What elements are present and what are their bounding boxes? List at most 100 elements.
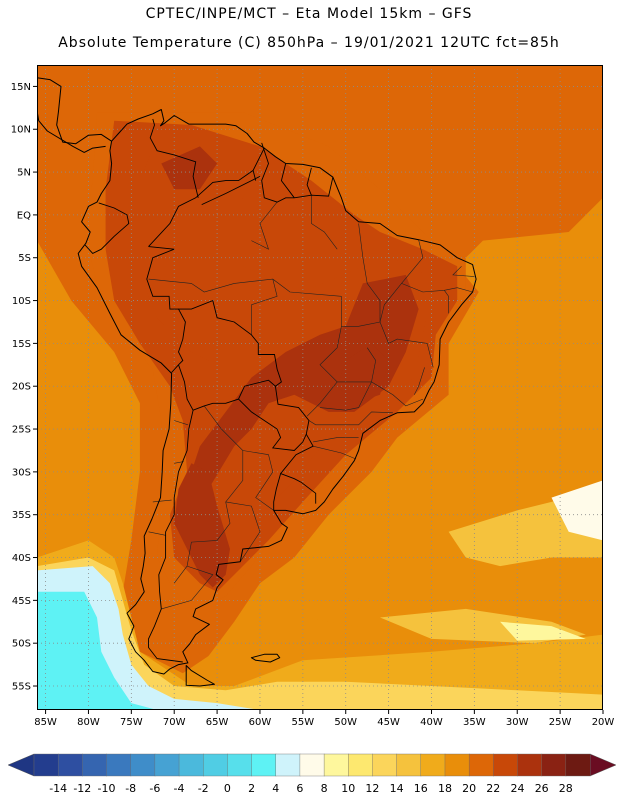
south-america-coastline bbox=[77, 109, 477, 675]
lon-label: 40W bbox=[420, 717, 443, 728]
legend-label: 0 bbox=[224, 782, 231, 795]
legend-swatch bbox=[251, 753, 277, 777]
lat-label: EQ bbox=[17, 210, 31, 221]
legend-swatch bbox=[323, 753, 349, 777]
country-border bbox=[252, 170, 257, 181]
legend-swatch bbox=[82, 753, 108, 777]
state-border bbox=[242, 450, 274, 511]
legend-swatch bbox=[517, 753, 543, 777]
country-border bbox=[280, 163, 295, 199]
state-border bbox=[379, 321, 434, 368]
state-borders bbox=[148, 195, 475, 610]
state-border bbox=[371, 381, 424, 407]
legend-label: 18 bbox=[438, 782, 452, 795]
temperature-region bbox=[500, 621, 586, 641]
legend-swatch bbox=[154, 753, 180, 777]
temperature-region bbox=[161, 146, 218, 190]
legend-arrow-left bbox=[7, 753, 35, 777]
legend-label: 2 bbox=[248, 782, 255, 795]
state-border bbox=[152, 499, 172, 503]
legend-swatch bbox=[420, 753, 446, 777]
legend-swatch bbox=[203, 753, 228, 777]
legend-label: -2 bbox=[198, 782, 209, 795]
color-legend: -14 -12 -10 -8 -6 -4 -2 0 2 4 6 8 10 12 14 16 18 20 22 24 26… bbox=[7, 753, 617, 795]
legend-label: 20 bbox=[462, 782, 476, 795]
country-border bbox=[261, 142, 334, 203]
legend-swatch bbox=[396, 753, 422, 777]
country-border bbox=[149, 118, 199, 198]
state-border bbox=[401, 283, 473, 293]
lon-label: 25W bbox=[549, 717, 572, 728]
country-border bbox=[306, 167, 312, 196]
legend-swatch bbox=[468, 753, 494, 777]
state-border bbox=[311, 195, 338, 250]
state-border bbox=[313, 437, 359, 443]
legend-label: 10 bbox=[341, 782, 355, 795]
temperature-region bbox=[191, 274, 419, 489]
legend-swatch bbox=[493, 753, 518, 777]
lat-label: 45S bbox=[12, 596, 31, 607]
legend-swatch bbox=[444, 753, 470, 777]
legend-label: -12 bbox=[73, 782, 91, 795]
country-border bbox=[146, 246, 186, 373]
legend-arrow-right bbox=[589, 753, 617, 777]
state-border bbox=[148, 531, 166, 536]
lon-label: 60W bbox=[249, 717, 272, 728]
legend-label: -6 bbox=[149, 782, 160, 795]
lon-label: 75W bbox=[120, 717, 143, 728]
legend-label: 16 bbox=[414, 782, 428, 795]
coastlines bbox=[36, 77, 477, 687]
legend-label: -14 bbox=[49, 782, 67, 795]
legend-swatch bbox=[178, 753, 204, 777]
temperature-region bbox=[337, 343, 389, 404]
state-border bbox=[313, 445, 357, 460]
title-field-line: Absolute Temperature (C) 850hPa – 19/01/… bbox=[58, 35, 560, 51]
lon-label: 20W bbox=[592, 717, 615, 728]
lat-label: 5S bbox=[18, 253, 31, 264]
state-border bbox=[161, 565, 214, 610]
state-border bbox=[444, 290, 449, 314]
state-border bbox=[174, 461, 184, 464]
state-border bbox=[251, 201, 278, 250]
lon-label: 45W bbox=[377, 717, 400, 728]
title-model-line: CPTEC/INPE/MCT – Eta Model 15km – GFS bbox=[145, 6, 473, 22]
map-panel bbox=[36, 65, 604, 710]
legend-swatch bbox=[348, 753, 373, 777]
state-border bbox=[308, 411, 393, 426]
lon-label: 55W bbox=[292, 717, 315, 728]
legend-swatch bbox=[565, 753, 591, 777]
lat-label: 30S bbox=[12, 467, 31, 478]
state-border bbox=[148, 278, 342, 297]
lat-label: 40S bbox=[12, 553, 31, 564]
country-border bbox=[273, 473, 282, 511]
falkland-islands bbox=[250, 653, 281, 663]
temperature-shading bbox=[37, 65, 603, 710]
lon-label: 50W bbox=[334, 717, 357, 728]
legend-label: 14 bbox=[390, 782, 404, 795]
legend-label: -4 bbox=[174, 782, 185, 795]
lat-label: 25S bbox=[12, 425, 31, 436]
state-border bbox=[414, 367, 425, 395]
map-frame bbox=[37, 65, 603, 710]
state-border bbox=[173, 405, 244, 584]
legend-label: -10 bbox=[98, 782, 116, 795]
state-border bbox=[174, 420, 188, 426]
temperature-region bbox=[37, 540, 603, 710]
legend-swatch bbox=[299, 753, 325, 777]
lon-label: 85W bbox=[34, 717, 57, 728]
lon-label: 80W bbox=[77, 717, 100, 728]
legend-label: 4 bbox=[272, 782, 279, 795]
country-border bbox=[238, 386, 310, 451]
lat-label: 10S bbox=[12, 296, 31, 307]
lon-label: 65W bbox=[206, 717, 229, 728]
lat-label: 35S bbox=[12, 510, 31, 521]
temperature-region bbox=[37, 591, 158, 710]
legend-label: 8 bbox=[321, 782, 328, 795]
legend-label: 6 bbox=[296, 782, 303, 795]
lat-label: 55S bbox=[12, 682, 31, 693]
legend-label: 24 bbox=[511, 782, 525, 795]
lat-label: 10N bbox=[11, 125, 31, 136]
state-border bbox=[225, 501, 261, 562]
legend-label: 22 bbox=[486, 782, 500, 795]
lat-label: 50S bbox=[12, 639, 31, 650]
